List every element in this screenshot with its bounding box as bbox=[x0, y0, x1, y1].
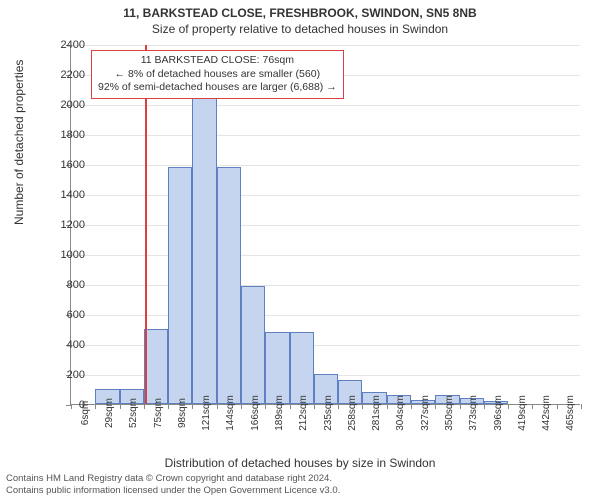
gridline-h bbox=[71, 315, 580, 316]
x-tick-label: 327sqm bbox=[420, 395, 431, 431]
x-tick-label: 373sqm bbox=[468, 395, 479, 431]
y-tick-label: 200 bbox=[35, 369, 85, 381]
x-tick bbox=[192, 404, 193, 409]
y-tick-label: 0 bbox=[35, 399, 85, 411]
x-tick-label: 212sqm bbox=[298, 395, 309, 431]
gridline-h bbox=[71, 45, 580, 46]
y-axis-title: Number of detached properties bbox=[12, 60, 26, 225]
x-tick-label: 235sqm bbox=[323, 395, 334, 431]
gridline-h bbox=[71, 165, 580, 166]
histogram-bar bbox=[192, 82, 216, 405]
x-tick-label: 396sqm bbox=[493, 395, 504, 431]
histogram-bar bbox=[265, 332, 289, 404]
histogram-bar bbox=[290, 332, 314, 404]
footer-attribution: Contains HM Land Registry data © Crown c… bbox=[6, 473, 340, 497]
x-tick bbox=[484, 404, 485, 409]
x-tick bbox=[411, 404, 412, 409]
x-tick bbox=[168, 404, 169, 409]
x-tick bbox=[460, 404, 461, 409]
annotation-line: 11 BARKSTEAD CLOSE: 76sqm bbox=[98, 54, 337, 68]
y-tick-label: 600 bbox=[35, 309, 85, 321]
x-tick bbox=[314, 404, 315, 409]
chart-container: 11, BARKSTEAD CLOSE, FRESHBROOK, SWINDON… bbox=[0, 0, 600, 500]
x-tick-label: 304sqm bbox=[395, 395, 406, 431]
annotation-box: 11 BARKSTEAD CLOSE: 76sqm← 8% of detache… bbox=[91, 50, 344, 99]
x-tick bbox=[387, 404, 388, 409]
x-tick-label: 29sqm bbox=[104, 398, 115, 428]
x-tick bbox=[144, 404, 145, 409]
x-axis-title: Distribution of detached houses by size … bbox=[0, 456, 600, 470]
gridline-h bbox=[71, 225, 580, 226]
x-tick-label: 350sqm bbox=[444, 395, 455, 431]
gridline-h bbox=[71, 255, 580, 256]
gridline-h bbox=[71, 285, 580, 286]
gridline-h bbox=[71, 105, 580, 106]
x-tick-label: 258sqm bbox=[347, 395, 358, 431]
x-tick bbox=[362, 404, 363, 409]
x-tick bbox=[557, 404, 558, 409]
x-tick-label: 189sqm bbox=[274, 395, 285, 431]
x-tick-label: 6sqm bbox=[80, 401, 91, 425]
y-tick-label: 800 bbox=[35, 279, 85, 291]
gridline-h bbox=[71, 135, 580, 136]
x-tick-label: 98sqm bbox=[177, 398, 188, 428]
x-tick-label: 75sqm bbox=[153, 398, 164, 428]
y-tick-label: 1400 bbox=[35, 189, 85, 201]
x-tick bbox=[120, 404, 121, 409]
x-tick-label: 419sqm bbox=[517, 395, 528, 431]
x-tick bbox=[290, 404, 291, 409]
x-tick-label: 52sqm bbox=[128, 398, 139, 428]
y-tick-label: 2000 bbox=[35, 99, 85, 111]
y-tick-label: 1000 bbox=[35, 249, 85, 261]
histogram-bar bbox=[168, 167, 192, 404]
x-tick bbox=[338, 404, 339, 409]
x-tick-label: 144sqm bbox=[225, 395, 236, 431]
chart-title-sub: Size of property relative to detached ho… bbox=[0, 20, 600, 36]
x-tick bbox=[435, 404, 436, 409]
annotation-line: 92% of semi-detached houses are larger (… bbox=[98, 81, 337, 95]
histogram-bar bbox=[144, 329, 168, 404]
x-tick bbox=[532, 404, 533, 409]
x-tick-label: 465sqm bbox=[565, 395, 576, 431]
x-tick bbox=[95, 404, 96, 409]
gridline-h bbox=[71, 195, 580, 196]
y-tick-label: 2200 bbox=[35, 69, 85, 81]
y-tick-label: 400 bbox=[35, 339, 85, 351]
footer-line1: Contains HM Land Registry data © Crown c… bbox=[6, 473, 340, 485]
y-tick-label: 1800 bbox=[35, 129, 85, 141]
x-tick-label: 166sqm bbox=[250, 395, 261, 431]
x-tick bbox=[581, 404, 582, 409]
plot-area: 11 BARKSTEAD CLOSE: 76sqm← 8% of detache… bbox=[70, 45, 580, 405]
x-tick-label: 121sqm bbox=[201, 395, 212, 431]
x-tick bbox=[508, 404, 509, 409]
y-tick-label: 2400 bbox=[35, 39, 85, 51]
histogram-bar bbox=[241, 286, 265, 405]
histogram-bar bbox=[217, 167, 241, 404]
x-tick-label: 281sqm bbox=[371, 395, 382, 431]
x-tick bbox=[265, 404, 266, 409]
footer-line2: Contains public information licensed und… bbox=[6, 485, 340, 497]
annotation-line: ← 8% of detached houses are smaller (560… bbox=[98, 68, 337, 82]
chart-title-main: 11, BARKSTEAD CLOSE, FRESHBROOK, SWINDON… bbox=[0, 0, 600, 20]
x-tick bbox=[241, 404, 242, 409]
y-tick-label: 1200 bbox=[35, 219, 85, 231]
x-tick-label: 442sqm bbox=[541, 395, 552, 431]
x-tick bbox=[217, 404, 218, 409]
y-tick-label: 1600 bbox=[35, 159, 85, 171]
